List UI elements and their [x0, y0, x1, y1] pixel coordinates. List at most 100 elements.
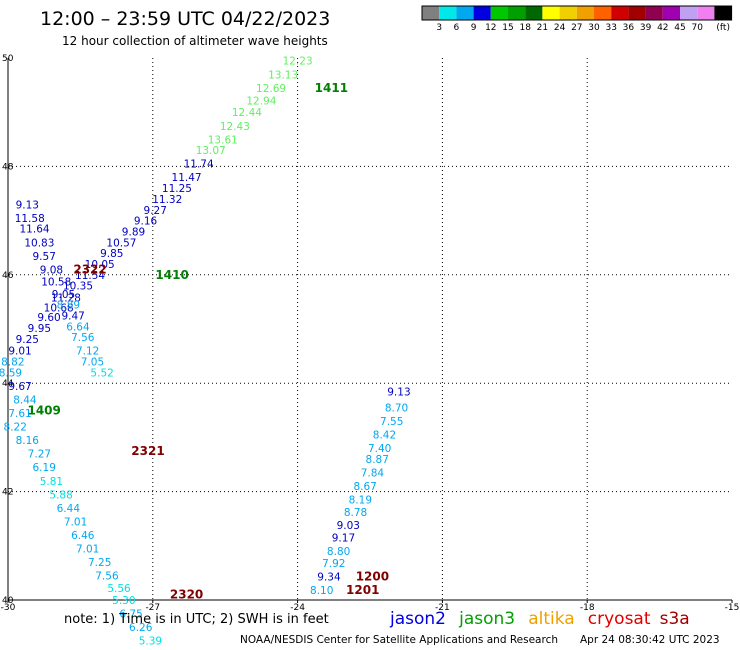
colorbar-swatch [697, 6, 715, 20]
wave-height-label: 9.85 [100, 248, 123, 260]
wave-height-label: 10.05 [85, 259, 115, 271]
colorbar-swatch [628, 6, 646, 20]
legend-s3a: s3a [659, 609, 690, 629]
legend-jason2: jason2 [390, 609, 446, 629]
colorbar-label: 24 [554, 23, 566, 33]
wave-height-label: 8.78 [344, 507, 367, 519]
colorbar-label: 39 [640, 23, 652, 33]
wave-height-label: 7.01 [76, 544, 99, 556]
y-tick-label: 42 [2, 488, 13, 498]
colorbar-swatch [611, 6, 629, 20]
wave-height-label: 8.80 [327, 546, 350, 558]
wave-height-label: 11.64 [20, 224, 50, 236]
wave-height-label: 9.13 [387, 386, 410, 398]
colorbar-swatch [559, 6, 577, 20]
wave-height-label: 6.19 [33, 462, 56, 474]
wave-height-label: 7.56 [95, 571, 119, 583]
wave-height-label: 9.01 [8, 346, 31, 358]
wave-height-label: 9.13 [16, 199, 39, 211]
y-tick-label: 46 [2, 271, 14, 281]
y-tick-label: 40 [2, 596, 14, 606]
wave-height-label: 8.10 [310, 585, 333, 597]
colorbar-swatch [594, 6, 612, 20]
colorbar-label: 30 [588, 23, 600, 33]
wave-height-label: 9.27 [144, 205, 167, 217]
wave-height-label: 5.39 [139, 636, 162, 648]
wave-height-label: 8.82 [1, 357, 24, 369]
wave-height-label: 9.47 [61, 310, 84, 322]
wave-height-label: 12.43 [220, 121, 250, 133]
pass-time-label: 2320 [170, 588, 203, 602]
wave-height-label: 7.25 [88, 557, 111, 569]
wave-height-label: 8.67 [353, 481, 376, 493]
wave-height-label: 8.19 [349, 495, 372, 507]
wave-height-label: 5.30 [112, 595, 135, 607]
wave-height-label: 7.12 [76, 346, 99, 358]
colorbar-swatch [542, 6, 560, 20]
wave-height-label: 7.40 [368, 443, 391, 455]
wave-height-label: 6.75 [119, 609, 142, 621]
footer-timestamp: Apr 24 08:30:42 UTC 2023 [580, 634, 720, 646]
colorbar-label: 33 [605, 23, 616, 33]
colorbar-swatch [508, 6, 526, 20]
legend-cryosat: cryosat [587, 609, 651, 629]
wave-height-label: 13.07 [196, 145, 226, 157]
legend-altika: altika [528, 609, 575, 629]
pass-time-label: 1200 [356, 570, 389, 584]
wave-height-label: 7.56 [71, 332, 95, 344]
wave-height-label: 5.56 [107, 583, 131, 595]
wave-height-label: 9.60 [37, 312, 60, 324]
wave-height-label: 11.74 [184, 159, 214, 171]
wave-height-label: 13.61 [208, 134, 238, 146]
footer-note: note: 1) Time is in UTC; 2) SWH is in fe… [64, 612, 329, 627]
colorbar-label: 70 [691, 23, 703, 33]
wave-height-label: 9.05 [52, 289, 75, 301]
x-tick-label: -21 [435, 603, 450, 613]
wave-height-label: 8.22 [4, 422, 27, 434]
pass-time-label: 1201 [346, 583, 379, 597]
colorbar-label: 27 [571, 23, 582, 33]
wave-height-label: 10.57 [106, 237, 136, 249]
wave-height-label: 9.89 [122, 226, 145, 238]
wave-height-label: 7.01 [64, 516, 87, 528]
wave-height-label: 6.64 [66, 321, 90, 333]
wave-height-label: 8.70 [385, 403, 408, 415]
legend-jason3: jason3 [459, 609, 516, 629]
satellite-legend: jason2 jason3 altika cryosat s3a [390, 609, 690, 629]
wave-height-label: 8.42 [373, 430, 396, 442]
colorbar-swatch [525, 6, 543, 20]
y-tick-label: 44 [2, 379, 14, 389]
wave-height-label: 10.68 [44, 302, 74, 314]
wave-height-label: 12.69 [256, 83, 286, 95]
colorbar-label: 42 [657, 23, 668, 33]
wave-height-label: 6.44 [57, 503, 81, 515]
chart-title: 12:00 – 23:59 UTC 04/22/2023 [40, 8, 331, 30]
colorbar-label: 45 [674, 23, 685, 33]
wave-height-label: 11.25 [162, 183, 192, 195]
wave-height-label: 12.23 [283, 56, 313, 68]
colorbar-swatch [645, 6, 663, 20]
wave-height-label: 7.92 [322, 558, 345, 570]
wave-height-label: 11.32 [152, 194, 182, 206]
wave-height-label: 11.58 [15, 213, 45, 225]
wave-height-label: 7.27 [28, 449, 51, 461]
pass-time-label: 2321 [131, 444, 164, 458]
wave-height-label: 10.83 [24, 237, 54, 249]
wave-height-label: 6.46 [71, 530, 95, 542]
wave-height-label: 8.87 [366, 454, 389, 466]
x-tick-label: -15 [725, 603, 740, 613]
colorbar-label: 36 [623, 23, 635, 33]
wave-height-label: 9.34 [317, 572, 341, 584]
wave-height-label: 9.16 [134, 216, 158, 228]
x-tick-label: -27 [145, 603, 160, 613]
wave-height-label: 7.61 [8, 408, 31, 420]
wave-height-label: 12.94 [246, 95, 276, 107]
colorbar-swatch [439, 6, 457, 20]
colorbar-label: 3 [436, 23, 442, 33]
colorbar-swatch [422, 6, 440, 20]
pass-time-label: 1410 [155, 268, 188, 282]
wave-height-label: 5.81 [40, 476, 63, 488]
colorbar-swatch [473, 6, 491, 20]
wave-height-label: 6.26 [129, 622, 153, 634]
wave-height-label: 9.25 [16, 334, 39, 346]
